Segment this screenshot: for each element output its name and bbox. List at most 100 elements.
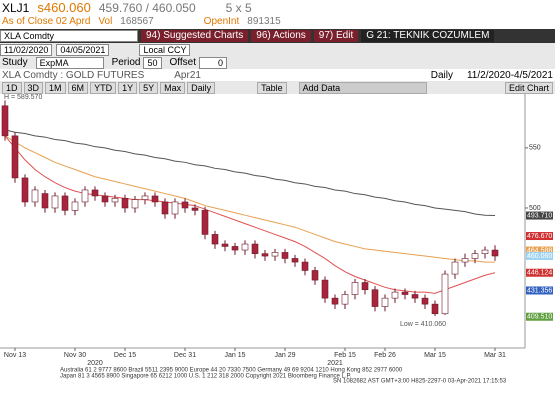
candle-body — [231, 246, 239, 251]
candle-body — [11, 135, 19, 179]
as-of: As of Close 02 Aprd — [2, 16, 91, 27]
candle-body — [371, 289, 379, 307]
study-name[interactable]: ExpMA — [35, 56, 104, 69]
period-btn[interactable]: 1D — [2, 81, 22, 94]
period-btn[interactable]: 1Y — [118, 81, 138, 94]
candle-body — [181, 201, 189, 209]
candle-body — [31, 189, 39, 203]
period-btn[interactable]: 3D — [23, 81, 44, 94]
close-row: As of Close 02 Aprd Vol 168567 OpenInt 8… — [0, 15, 555, 28]
end-date[interactable]: 04/05/2021 — [56, 43, 110, 56]
edit-chart[interactable]: Edit Chart — [504, 81, 553, 94]
price-tag — [526, 246, 553, 255]
candle-body — [61, 195, 69, 211]
ticker: XLJ1 — [2, 0, 30, 15]
oi: 891315 — [247, 16, 281, 27]
quote-row: XLJ1 s460.060 459.760 / 460.050 5 x 5 — [0, 0, 555, 15]
security-input[interactable]: XLA Comdty — [0, 30, 138, 42]
candle-body — [201, 210, 209, 235]
candle-body — [121, 198, 129, 209]
y-tick-label: 550 — [529, 145, 541, 152]
x-tick-label: Feb 15 — [334, 352, 356, 359]
price-tag-label: 476.670 — [527, 233, 552, 240]
start-date[interactable]: 11/02/2020 — [0, 43, 53, 56]
price-tag-label: 409.510 — [527, 314, 552, 321]
candle-body — [171, 201, 179, 215]
add-data[interactable]: Add Data — [298, 81, 427, 94]
vol: 168567 — [120, 16, 154, 27]
candle-body — [101, 195, 109, 203]
contract: Apr21 — [174, 70, 201, 81]
candle-body — [411, 294, 419, 299]
period-btn[interactable]: 1M — [45, 81, 66, 94]
suggested-btn[interactable]: 94) Suggested Charts — [141, 30, 249, 42]
oi-label: OpenInt — [203, 16, 240, 27]
edit-btn[interactable]: 97) Edit — [313, 30, 359, 42]
last-price: s460.060 — [37, 0, 91, 15]
vol-label: Vol — [98, 16, 113, 27]
candle-body — [391, 291, 399, 299]
ccy[interactable]: Local CCY — [139, 43, 191, 56]
x-tick-label: Nov 30 — [64, 352, 86, 359]
candle-body — [161, 201, 169, 215]
range-row: 11/02/2020 04/05/2021 Local CCY — [0, 43, 555, 56]
candle-body — [111, 198, 119, 203]
offset-label: Offset — [169, 57, 197, 68]
price-tag-label: 493.710 — [527, 212, 552, 219]
x-tick-label: Nov 13 — [4, 352, 26, 359]
study-label: Study — [2, 57, 28, 68]
period-btn[interactable]: Daily — [187, 81, 216, 94]
security-name: XLA Comdty : GOLD FUTURES — [2, 70, 145, 81]
candle-body — [271, 252, 279, 257]
candle-body — [321, 279, 329, 299]
candle-body — [441, 273, 449, 315]
template-btn[interactable]: G 21: TEKNIK COZUMLEM — [361, 30, 495, 42]
price-tag-label: 431.356 — [527, 287, 552, 294]
actions-btn[interactable]: 96) Actions — [251, 30, 311, 42]
candle-body — [51, 195, 59, 209]
candle-body — [401, 291, 409, 295]
candle-body — [141, 195, 149, 200]
period-btn[interactable]: Max — [160, 81, 186, 94]
chart: 500 550 H = 589.570 Low = 410.060 493.710 476… — [0, 94, 555, 385]
price-tag — [526, 211, 553, 220]
price-tag-label: 446.124 — [527, 270, 552, 277]
candle-body — [251, 243, 259, 254]
price-tag-label: 464.588 — [527, 247, 552, 254]
x-tick-label: Mar 31 — [484, 352, 506, 359]
candle-body — [301, 261, 309, 271]
candle-body — [281, 252, 289, 259]
candle-body — [481, 249, 489, 254]
year-label: 2021 — [327, 360, 343, 367]
moving-average — [4, 129, 496, 217]
x-tick-label: Jan 15 — [224, 352, 245, 359]
period-btn[interactable]: YTD — [90, 81, 117, 94]
candle-body — [191, 207, 199, 211]
study-row: Study ExpMA Period 50 Offset 0 — [0, 56, 555, 69]
candle-body — [351, 282, 359, 295]
candle-body — [311, 270, 319, 281]
info-row: XLA Comdty : GOLD FUTURES Apr21 Daily 11… — [0, 69, 555, 82]
candle-body — [451, 261, 459, 275]
candle-body — [91, 189, 99, 197]
period-label: Period — [111, 57, 141, 68]
table-btn[interactable]: Table — [257, 81, 287, 94]
candle-body — [361, 282, 369, 291]
candle-body — [1, 105, 9, 137]
period-btn[interactable]: 5Y — [139, 81, 159, 94]
period[interactable]: 50 — [143, 56, 162, 69]
candle-body — [461, 258, 469, 263]
candle-body — [211, 234, 219, 245]
price-tag — [526, 286, 553, 295]
offset[interactable]: 0 — [199, 56, 227, 69]
candle-body — [71, 201, 79, 211]
moving-average — [4, 135, 495, 263]
low-note: Low = 410.060 — [400, 321, 446, 328]
period-btn[interactable]: 6M — [67, 81, 89, 94]
x-tick-label: Dec 31 — [174, 352, 196, 359]
toolbar: XLA Comdty 94) Suggested Charts 96) Acti… — [0, 29, 555, 43]
candle-body — [261, 253, 269, 257]
price-tag — [526, 232, 553, 241]
candle-body — [221, 243, 229, 247]
dates: 11/2/2020-4/5/2021 — [466, 70, 553, 81]
